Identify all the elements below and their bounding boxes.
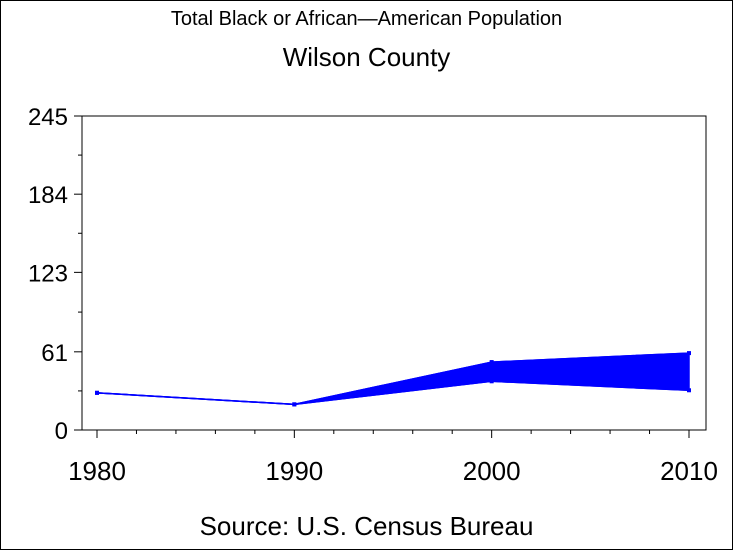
source-note: Source: U.S. Census Bureau — [199, 511, 534, 541]
data-point-high — [687, 351, 691, 356]
data-point-low — [95, 390, 99, 395]
data-point-high — [489, 360, 494, 365]
data-band — [96, 352, 690, 406]
x-tick-label: 1980 — [68, 456, 126, 486]
series-line-low — [96, 380, 690, 406]
y-tick-label: 184 — [28, 182, 68, 209]
x-tick-label: 1990 — [265, 456, 323, 486]
chart-title: Total Black or African—American Populati… — [170, 8, 563, 30]
y-tick-label: 123 — [28, 260, 68, 287]
y-tick-label: 245 — [28, 104, 68, 131]
x-tick-label: 2000 — [463, 456, 521, 486]
y-tick-label: 61 — [41, 340, 68, 367]
data-point-low — [489, 379, 494, 384]
plot-area-border — [81, 115, 707, 431]
x-tick-label: 2010 — [660, 456, 718, 486]
y-tick-label: 0 — [55, 418, 68, 445]
data-point-low — [687, 388, 691, 393]
data-point-low — [292, 402, 297, 407]
chart-subtitle: Wilson County — [282, 42, 451, 72]
